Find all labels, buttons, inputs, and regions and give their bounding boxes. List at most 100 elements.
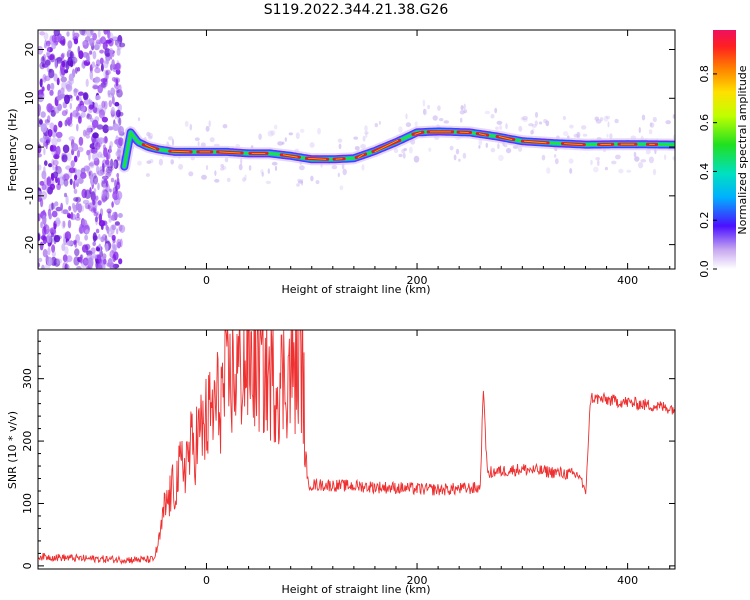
colorbar-label: Normalized spectral amplitude [736, 65, 749, 234]
noise-blob [100, 179, 104, 188]
noise-blob [83, 92, 89, 101]
noise-blob [70, 211, 74, 220]
x-tick-label: 0 [203, 274, 210, 287]
noise-blob [67, 94, 73, 99]
noise-blob [104, 178, 108, 184]
faint-blob [146, 131, 151, 137]
noise-blob [42, 73, 47, 83]
faint-blob [137, 117, 141, 122]
noise-blob [41, 183, 47, 191]
faint-blob [530, 130, 534, 135]
ridge-hot-core [414, 131, 422, 135]
noise-blob [101, 175, 109, 180]
noise-blob [46, 51, 51, 57]
x-tick-label: 400 [617, 574, 638, 587]
noise-blob [110, 158, 114, 169]
noise-blob [74, 174, 78, 181]
noise-blob [53, 30, 60, 37]
faint-blob [652, 116, 657, 123]
ridge-hot-core [171, 150, 190, 153]
noise-blob [51, 34, 57, 43]
noise-blob [82, 41, 87, 46]
noise-blob [67, 40, 73, 49]
noise-blob [95, 63, 99, 69]
ridge-hot-core [357, 153, 364, 158]
faint-blob [393, 148, 399, 154]
colorbar: 0.0 0.2 0.4 0.6 0.8 Normalized spectral ampl… [698, 30, 749, 278]
noise-blob [48, 104, 51, 114]
noise-blob [105, 159, 110, 165]
noise-blob [110, 177, 115, 183]
faint-blob [317, 127, 321, 135]
colorbar-tick-label: 0.8 [698, 65, 711, 83]
noise-blob [51, 158, 55, 168]
noise-blob [92, 32, 97, 41]
faint-blob [439, 118, 444, 122]
noise-blob [97, 84, 103, 94]
faint-blob [649, 122, 655, 128]
noise-blob [60, 64, 63, 72]
faint-blob [338, 143, 342, 150]
noise-blob [99, 57, 104, 65]
noise-blob [68, 205, 72, 211]
colorbar-tick-label: 0.4 [698, 163, 711, 181]
noise-blob [116, 109, 121, 118]
faint-blob [178, 163, 184, 170]
faint-blob [443, 120, 450, 124]
noise-blob [116, 238, 122, 249]
faint-blob [364, 131, 369, 135]
noise-blob [95, 142, 101, 150]
noise-blob [111, 201, 114, 208]
faint-blob [553, 154, 557, 158]
noise-blob [109, 141, 113, 148]
faint-blob [484, 110, 491, 115]
noise-blob [111, 59, 115, 69]
noise-blob [78, 226, 84, 234]
faint-blob [453, 154, 457, 161]
noise-blob [112, 123, 119, 131]
noise-blob [38, 257, 43, 263]
faint-blob [270, 130, 276, 136]
noise-blob [76, 123, 79, 132]
noise-blob [96, 247, 101, 252]
noise-blob [49, 183, 56, 190]
noise-blob [108, 218, 112, 223]
faint-blob [248, 165, 252, 171]
noise-blob [96, 124, 104, 130]
noise-blob [115, 190, 123, 200]
x-tick-label: 0 [203, 574, 210, 587]
noise-blob [105, 70, 109, 80]
spectrogram-ticks: 0 200 400 -20 -10 0 10 20 [23, 30, 675, 287]
noise-blob [62, 262, 66, 269]
faint-blob [478, 138, 483, 146]
colorbar-tick-label: 0.2 [698, 211, 711, 229]
noise-blob [50, 82, 54, 90]
noise-blob [111, 95, 115, 105]
noise-blob [94, 102, 98, 108]
faint-blob [295, 132, 300, 140]
faint-blob [353, 136, 359, 140]
faint-blob [374, 123, 378, 128]
noise-blob [107, 258, 113, 268]
faint-blob [274, 124, 278, 130]
faint-blob [158, 158, 163, 166]
noise-blob [100, 36, 107, 45]
noise-blob [115, 78, 119, 87]
noise-blob [54, 106, 60, 114]
noise-blob [56, 137, 62, 143]
noise-blob [76, 150, 80, 158]
noise-blob [73, 87, 78, 97]
noise-blob [107, 30, 111, 39]
noise-blob [38, 153, 42, 158]
noise-blob [39, 78, 43, 86]
noise-blob [111, 77, 117, 82]
noise-blob [45, 139, 50, 146]
faint-blob [220, 164, 224, 168]
noise-blob [61, 110, 68, 117]
y-tick-label: -20 [23, 236, 36, 254]
noise-blob [77, 203, 83, 214]
noise-blob [97, 182, 100, 191]
noise-blob [41, 92, 46, 100]
noise-blob [48, 163, 53, 168]
faint-blob [652, 168, 657, 176]
